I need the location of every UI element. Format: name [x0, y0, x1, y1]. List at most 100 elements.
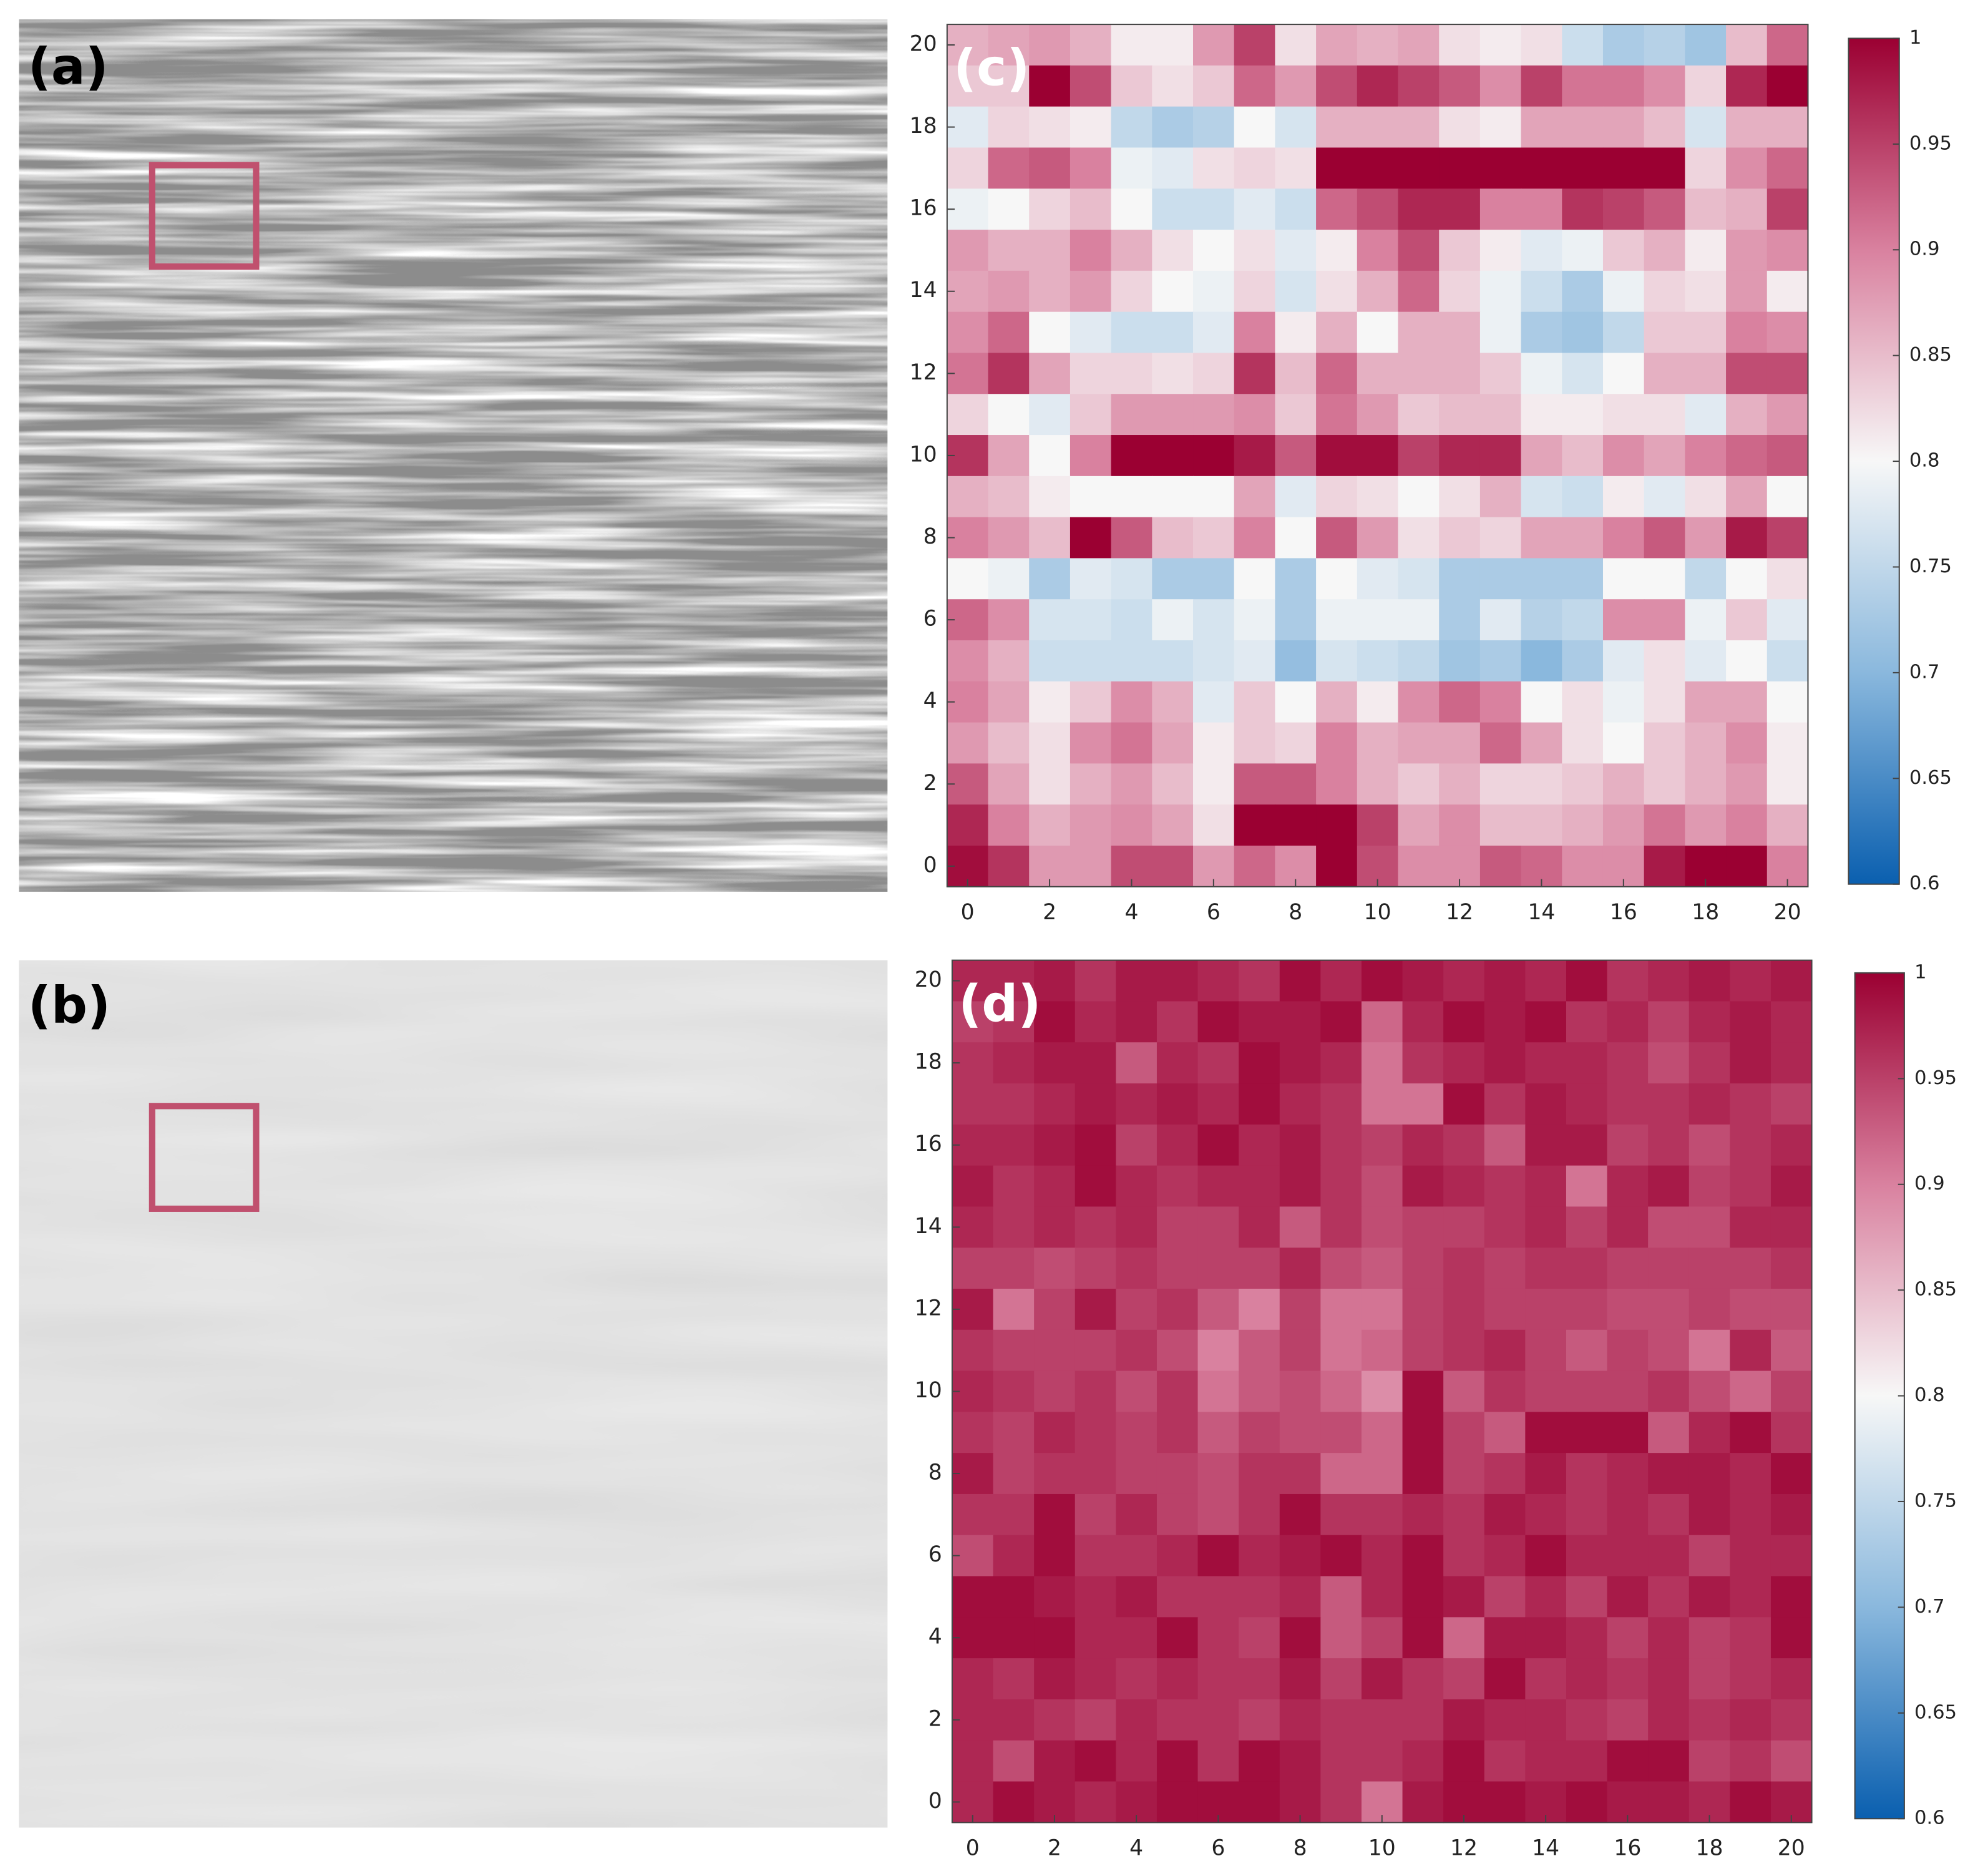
cell: [1361, 1124, 1403, 1166]
cell: [1525, 1001, 1567, 1043]
cell: [1402, 1206, 1444, 1248]
cell: [952, 1083, 994, 1125]
y-tick-label: 16: [910, 196, 937, 221]
cell: [1316, 599, 1358, 641]
cell: [1279, 1453, 1322, 1495]
cell: [1234, 722, 1276, 765]
cell: [1074, 1329, 1117, 1372]
cell: [1607, 1042, 1649, 1084]
cell: [1398, 722, 1440, 765]
cell: [1443, 1740, 1485, 1782]
cell: [1607, 1617, 1649, 1659]
y-tick-label: 14: [910, 278, 937, 303]
x-tick-label: 0: [966, 1835, 980, 1860]
cell: [1525, 960, 1567, 1002]
cell: [988, 435, 1030, 477]
cell: [1034, 1412, 1076, 1453]
cell: [1730, 1288, 1771, 1331]
cell: [1484, 1165, 1526, 1208]
cell: [1607, 1329, 1649, 1372]
cell: [1234, 599, 1276, 641]
cell: [1770, 1001, 1813, 1043]
cell: [1726, 640, 1768, 682]
cell: [1685, 804, 1727, 846]
y-tick-label: 4: [928, 1624, 942, 1649]
cell: [947, 147, 989, 190]
cell: [1770, 1248, 1813, 1289]
cell: [1156, 1083, 1199, 1125]
cell: [1439, 394, 1481, 436]
cell: [1443, 1042, 1485, 1084]
cell: [1688, 1699, 1731, 1741]
colorbar-tick-label: 0.8: [1914, 1384, 1944, 1406]
cell: [1074, 1370, 1117, 1413]
cell: [1029, 804, 1071, 846]
cell: [1479, 804, 1522, 846]
cell: [1479, 681, 1522, 723]
cell: [1521, 106, 1563, 149]
cell: [1730, 1453, 1771, 1495]
cell: [1156, 1001, 1199, 1043]
cell: [1766, 270, 1809, 313]
cell: [1562, 106, 1604, 149]
cell: [1074, 1083, 1117, 1125]
cell: [1239, 1493, 1280, 1536]
cell: [1443, 1412, 1485, 1453]
cell: [1070, 24, 1112, 66]
cell: [1234, 681, 1276, 723]
cell: [1398, 270, 1440, 313]
cell: [1402, 1658, 1444, 1700]
cell: [1525, 1617, 1567, 1659]
cell: [1479, 763, 1522, 805]
cell: [1156, 1453, 1199, 1495]
cell: [1644, 24, 1686, 66]
cell: [1607, 1493, 1649, 1536]
cell: [1644, 517, 1686, 559]
cell: [1648, 960, 1690, 1002]
cell: [988, 517, 1030, 559]
cell: [1029, 476, 1071, 518]
cell: [1034, 1493, 1076, 1536]
y-tick-label: 20: [915, 967, 942, 992]
cell: [947, 804, 989, 846]
cell: [1730, 1370, 1771, 1413]
cell: [1361, 1412, 1403, 1453]
cell: [1152, 845, 1194, 887]
cell: [1116, 1165, 1157, 1208]
cell: [1320, 1576, 1362, 1618]
cell: [1197, 960, 1239, 1002]
cell: [1644, 681, 1686, 723]
cell: [1521, 147, 1563, 190]
cell: [1357, 311, 1399, 354]
cell: [1234, 188, 1276, 230]
cell: [1398, 311, 1440, 354]
cell: [1070, 640, 1112, 682]
cell: [1525, 1329, 1567, 1372]
cell: [1402, 1124, 1444, 1166]
cell: [1116, 1083, 1157, 1125]
cell: [1770, 1412, 1813, 1453]
cell: [1398, 24, 1440, 66]
cell: [1602, 24, 1645, 66]
cell: [1443, 960, 1485, 1002]
cell: [1239, 1412, 1280, 1453]
cell: [1234, 476, 1276, 518]
cell: [1361, 1370, 1403, 1413]
cell: [1521, 230, 1563, 271]
cell: [1443, 1370, 1485, 1413]
cell: [1443, 1617, 1485, 1659]
colorbar-tick-label: 0.7: [1914, 1596, 1944, 1618]
cell: [1239, 1576, 1280, 1618]
cell: [1111, 188, 1153, 230]
cell: [1685, 147, 1727, 190]
cell: [1566, 1248, 1608, 1289]
cell: [1197, 1576, 1239, 1618]
cell: [1279, 1248, 1322, 1289]
cell: [947, 558, 989, 600]
cell: [1562, 681, 1604, 723]
cell: [1644, 763, 1686, 805]
cell: [1439, 270, 1481, 313]
cell: [1074, 1617, 1117, 1659]
cell: [1766, 24, 1809, 66]
cell: [1074, 1658, 1117, 1700]
